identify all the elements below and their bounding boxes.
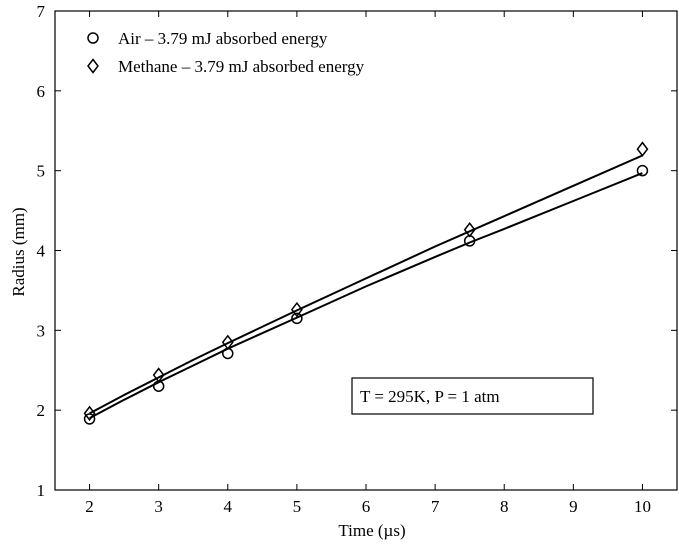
annotation-frame	[351, 377, 594, 415]
legend-marker-circle	[87, 32, 99, 44]
y-tick-label: 3	[37, 321, 46, 340]
x-tick-label: 2	[85, 497, 94, 516]
annotation-box: T = 295K, P = 1 atm	[351, 377, 594, 415]
x-tick-label: 6	[362, 497, 371, 516]
x-tick-label: 8	[500, 497, 509, 516]
data-markers	[83, 141, 649, 425]
x-tick-label: 7	[431, 497, 440, 516]
x-tick-label: 4	[224, 497, 233, 516]
y-axis-label: Radius (mm)	[9, 207, 28, 296]
annotation-text: T = 295K, P = 1 atm	[360, 387, 500, 406]
y-tick-label: 4	[37, 242, 46, 261]
y-tick-label: 1	[37, 481, 46, 500]
x-tick-label: 3	[154, 497, 163, 516]
diamond-data-point	[221, 334, 234, 351]
legend-entry-label: Air – 3.79 mJ absorbed energy	[118, 29, 328, 48]
fit-curves	[89, 154, 643, 419]
fit-curve-circle	[89, 172, 643, 419]
legend: Air – 3.79 mJ absorbed energy Methane – 3…	[87, 29, 365, 76]
circle-data-point	[83, 413, 96, 425]
diamond-data-point	[290, 301, 303, 318]
circle-data-point	[291, 312, 303, 325]
x-tick-label: 9	[569, 497, 578, 516]
plot-frame	[54, 10, 678, 491]
diamond-data-point	[152, 367, 165, 383]
x-axis-label: Time (µs)	[338, 521, 405, 540]
circle-data-point	[636, 164, 649, 177]
y-tick-label: 5	[37, 162, 46, 181]
y-tick-label: 7	[37, 2, 46, 21]
axes: 2 3 4 5 6 7 8 9 10 1 2 3 4 5 6 7	[37, 2, 678, 516]
legend-entry-label: Methane – 3.79 mJ absorbed energy	[118, 57, 365, 76]
y-tick-label: 2	[37, 401, 46, 420]
x-tick-label: 5	[293, 497, 302, 516]
x-tick-label: 10	[634, 497, 651, 516]
y-tick-label: 6	[37, 82, 46, 101]
diamond-data-point	[636, 141, 649, 157]
diamond-data-point	[83, 405, 96, 422]
legend-marker-diamond	[87, 58, 99, 74]
fit-curve-diamond	[89, 154, 643, 415]
diamond-data-point	[463, 222, 476, 238]
